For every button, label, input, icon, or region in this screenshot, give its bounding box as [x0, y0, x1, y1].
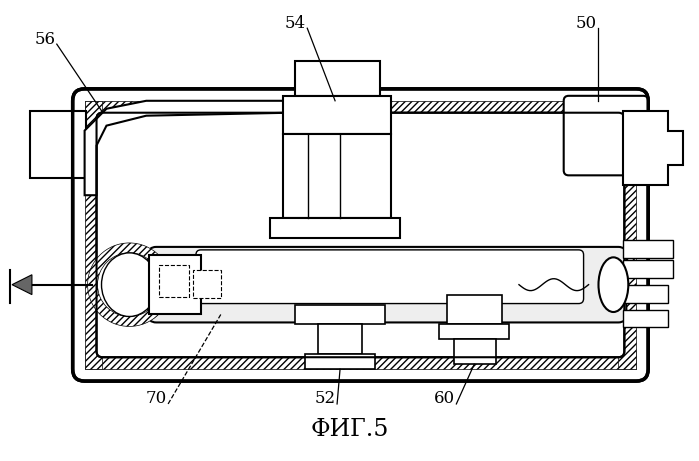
Text: 70: 70 [145, 390, 167, 408]
Bar [619, 101, 636, 369]
Text: 50: 50 [576, 15, 597, 32]
Bar [447, 295, 502, 325]
Text: 54: 54 [284, 15, 306, 32]
Bar [624, 285, 668, 302]
Ellipse shape [92, 243, 167, 326]
Bar [85, 351, 636, 369]
Bar [159, 265, 189, 296]
Text: 52: 52 [315, 390, 336, 408]
Bar [85, 101, 636, 118]
Bar [193, 270, 221, 298]
Polygon shape [12, 275, 32, 295]
Wedge shape [87, 243, 171, 326]
Ellipse shape [101, 253, 157, 317]
Bar [296, 305, 384, 325]
Bar [85, 101, 103, 369]
Bar [305, 354, 375, 369]
Bar [283, 96, 391, 134]
FancyBboxPatch shape [96, 112, 624, 357]
Bar [624, 260, 673, 278]
Bar [454, 339, 496, 364]
FancyBboxPatch shape [73, 89, 648, 381]
Bar [296, 61, 380, 96]
Text: ФИГ.5: ФИГ.5 [311, 418, 389, 441]
Bar [271, 218, 400, 238]
Ellipse shape [598, 257, 628, 312]
Bar [283, 134, 391, 218]
Bar [624, 309, 668, 327]
Bar [30, 111, 85, 178]
Text: 56: 56 [34, 31, 55, 47]
FancyBboxPatch shape [148, 247, 626, 322]
Polygon shape [85, 101, 380, 195]
FancyBboxPatch shape [563, 96, 648, 175]
FancyBboxPatch shape [196, 250, 584, 303]
Bar [440, 325, 509, 339]
Polygon shape [624, 111, 683, 185]
Bar [624, 240, 673, 258]
Text: 60: 60 [434, 390, 455, 408]
Bar [149, 255, 201, 314]
Bar [318, 325, 362, 354]
